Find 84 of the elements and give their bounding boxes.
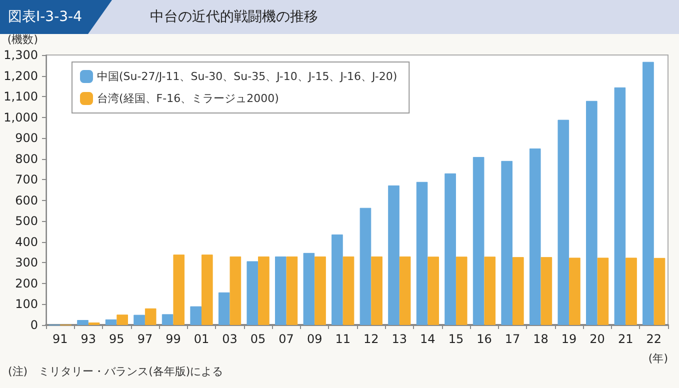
bar [303,252,315,325]
bar [246,261,258,325]
y-tick-label: 500 [15,214,38,228]
bar [654,258,666,325]
x-tick-label: 17 [504,332,520,346]
bar [501,160,512,325]
y-tick-label: 100 [15,297,38,312]
y-tick-label: 1,100 [4,90,38,104]
y-tick-label: 1,000 [4,110,38,124]
y-tick-label: 0 [30,318,38,332]
y-tick-label: 300 [15,256,38,270]
x-tick-label: 97 [137,332,153,346]
x-tick-label: 93 [80,332,96,346]
bar [162,314,174,325]
y-axis-title: (機数) [7,33,38,46]
bar [360,208,372,325]
bar [540,257,552,325]
bar [642,62,654,325]
bar [586,100,598,325]
x-tick-label: 21 [618,332,634,346]
bar [116,314,128,325]
y-tick-label: 800 [15,152,38,166]
bar [105,319,117,325]
bar [371,256,382,325]
x-tick-label: 15 [448,332,464,346]
x-tick-label: 09 [306,332,322,346]
bar [388,185,400,325]
bar [190,306,202,325]
bar [202,254,213,325]
bar [558,120,570,325]
y-tick-label: 400 [15,234,38,249]
bar [258,256,270,325]
bar [484,256,496,325]
x-tick-label: 05 [250,332,266,346]
bar [286,256,298,325]
bar [399,256,411,325]
bar [342,256,354,325]
x-tick-label: 19 [561,332,577,346]
legend-label: 中国(Su-27/J-11、Su-30、Su-35、J-10、J-15、J-16、J-20) [97,70,398,83]
x-tick-label: 16 [476,332,492,346]
y-tick-label: 1,300 [4,48,38,62]
bar [218,292,230,325]
bar [144,308,156,325]
bar [472,156,484,325]
x-tick-label: 95 [109,332,124,346]
bar [134,314,145,325]
bar [332,234,343,325]
y-tick-label: 1,200 [4,68,38,83]
bar [77,320,88,325]
bar [314,256,326,325]
bar [416,182,428,325]
x-tick-label: 14 [420,332,436,346]
x-tick-label: 11 [335,332,351,346]
bar [173,254,185,325]
x-tick-label: 03 [222,332,238,346]
x-tick-label: 91 [52,332,68,346]
bar [230,256,242,325]
bar [456,256,468,325]
text: (注) ミリタリー・バランス(各年版)による [8,364,224,379]
bar [512,257,524,325]
x-tick-label: 01 [194,332,210,346]
chart-subtitle: 図表Ⅰ-3-3-4 [0,0,112,34]
y-tick-label: 200 [15,276,38,290]
x-tick-label: 07 [278,332,294,346]
y-tick-label: 600 [15,193,38,208]
bar [626,258,637,325]
bar [614,87,626,325]
bar [529,148,541,325]
x-axis-title: (年) [648,352,668,365]
bar [428,256,439,325]
x-tick-label: 99 [166,332,181,346]
y-tick-label: 700 [15,172,38,187]
x-tick-label: 18 [533,332,548,346]
bar [444,173,456,325]
y-tick-label: 900 [15,131,38,146]
legend-label: 台湾(経国、F-16、ミラージュ2000) [97,92,279,105]
x-tick-label: 12 [363,332,379,346]
x-tick-label: 13 [392,332,408,346]
chart-title: 中台の近代的戦闘機の推移 [150,8,318,27]
bar [275,256,286,325]
x-tick-label: 20 [590,332,605,346]
x-tick-label: 22 [646,332,662,346]
bar [569,258,580,325]
bar [597,258,609,325]
